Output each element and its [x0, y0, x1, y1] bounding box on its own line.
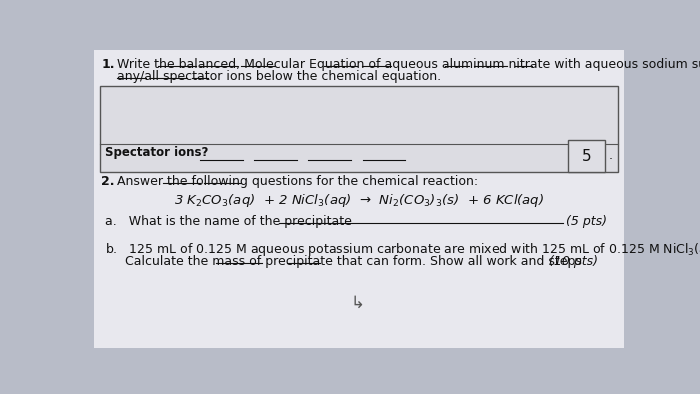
Text: ↳: ↳: [351, 294, 365, 312]
Text: 5: 5: [582, 149, 591, 164]
Text: .: .: [608, 149, 612, 162]
Text: any/all spectator ions below the chemical equation.: any/all spectator ions below the chemica…: [117, 71, 441, 84]
Text: Spectator ions?: Spectator ions?: [104, 146, 208, 159]
Text: Calculate the mass of precipitate that can form. Show all work and steps: Calculate the mass of precipitate that c…: [104, 255, 582, 268]
FancyBboxPatch shape: [100, 86, 617, 172]
Text: 1.: 1.: [102, 58, 115, 71]
Text: 3 K$_2$CO$_3$(aq)  + 2 NiCl$_3$(aq)  →  Ni$_2$(CO$_3$)$_3$(s)  + 6 KCl(aq): 3 K$_2$CO$_3$(aq) + 2 NiCl$_3$(aq) → Ni$…: [174, 192, 544, 209]
Text: Write the balanced, Molecular Equation of aqueous aluminum nitrate with aqueous : Write the balanced, Molecular Equation o…: [117, 58, 700, 71]
FancyBboxPatch shape: [568, 140, 606, 172]
FancyBboxPatch shape: [94, 50, 624, 348]
Text: b.   125 mL of 0.125 M aqueous potassium carbonate are mixed with 125 mL of 0.12: b. 125 mL of 0.125 M aqueous potassium c…: [104, 241, 700, 258]
Text: 2.: 2.: [102, 175, 115, 188]
Text: Answer the following questions for the chemical reaction:: Answer the following questions for the c…: [117, 175, 478, 188]
Text: a.   What is the name of the precipitate: a. What is the name of the precipitate: [104, 215, 351, 228]
Text: (5 pts): (5 pts): [566, 215, 607, 228]
Text: (10 pts): (10 pts): [549, 255, 598, 268]
